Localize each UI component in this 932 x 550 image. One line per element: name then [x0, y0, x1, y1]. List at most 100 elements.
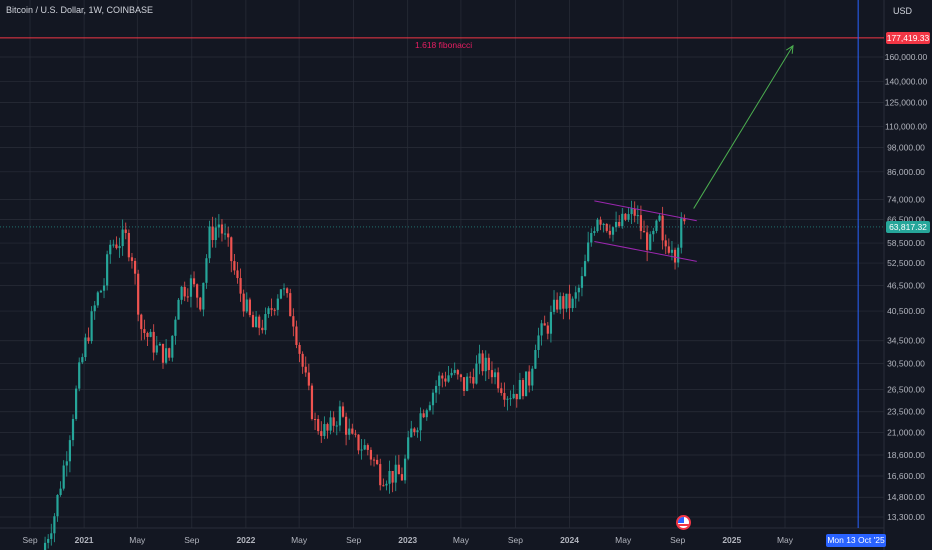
candle-body: [559, 296, 562, 310]
candle-body: [382, 485, 385, 487]
candle-body: [47, 538, 50, 543]
candle-body: [338, 406, 341, 426]
candle-body: [146, 332, 149, 337]
candle-body: [583, 261, 587, 277]
candle-body: [292, 316, 295, 327]
candle-body: [661, 215, 664, 241]
y-tick-label: 125,000.00: [885, 98, 928, 108]
candle-body: [326, 424, 329, 431]
y-tick-label: 40,500.00: [887, 306, 925, 316]
candle-body: [627, 214, 630, 220]
candle-body: [363, 445, 366, 450]
candle-body: [577, 287, 580, 293]
candle-body: [431, 392, 435, 406]
candle-body: [602, 223, 605, 225]
y-tick-label: 58,500.00: [887, 238, 925, 248]
candle-body: [133, 260, 137, 274]
candle-body: [376, 459, 379, 465]
y-tick-label: 74,000.00: [887, 195, 925, 205]
x-tick-label: Sep: [508, 535, 523, 545]
candle-body: [537, 335, 540, 350]
candle-body: [149, 331, 152, 337]
candle-body: [295, 326, 298, 345]
candle-body: [475, 363, 478, 384]
candle-body: [664, 240, 667, 247]
candle-body: [478, 353, 481, 364]
y-tick-label: 26,500.00: [887, 385, 925, 395]
candle-body: [93, 305, 96, 312]
candle-body: [140, 314, 143, 330]
candle-body: [410, 428, 413, 438]
candle-body: [171, 335, 174, 358]
candle-body: [556, 299, 559, 310]
candle-body: [118, 246, 121, 249]
candle-body: [230, 237, 233, 262]
y-tick-label: 110,000.00: [885, 121, 927, 131]
candle-body: [199, 297, 202, 310]
candle-body: [351, 428, 354, 434]
candle-body: [487, 357, 490, 371]
candle-body: [205, 258, 208, 283]
candle-body: [348, 428, 351, 435]
candle-body: [90, 311, 93, 342]
candle-body: [168, 348, 171, 358]
candle-body: [165, 348, 168, 363]
candle-body: [189, 278, 193, 297]
candle-body: [323, 424, 326, 436]
candle-body: [71, 418, 75, 441]
candle-body: [568, 293, 571, 309]
y-tick-label: 52,500.00: [887, 258, 925, 268]
candle-body: [683, 218, 686, 222]
candle-body: [680, 218, 683, 248]
candle-body: [531, 368, 534, 386]
candle-body: [658, 215, 661, 221]
candle-body: [621, 213, 624, 227]
candle-body: [192, 278, 196, 285]
candle-body: [506, 398, 509, 400]
candle-body: [630, 208, 633, 215]
candle-body: [65, 461, 68, 466]
currency-label[interactable]: USD: [893, 6, 913, 16]
candle-body: [434, 385, 438, 393]
candle-body: [655, 220, 658, 231]
candle-body: [422, 413, 425, 418]
candle-body: [248, 299, 251, 316]
candle-body: [652, 230, 655, 235]
y-tick-label: 23,500.00: [887, 407, 925, 417]
candle-body: [96, 292, 99, 306]
candle-body: [574, 292, 577, 299]
candle-body: [220, 224, 224, 234]
candle-body: [670, 249, 674, 253]
candle-body: [400, 474, 404, 481]
candle-body: [56, 494, 59, 517]
candle-body: [614, 221, 618, 228]
candle-body: [286, 288, 289, 294]
candle-body: [344, 416, 348, 435]
candle-body: [428, 405, 431, 411]
y-tick-label: 46,500.00: [887, 281, 925, 291]
candle-body: [282, 288, 286, 290]
projection-arrow-line: [693, 45, 794, 209]
candle-body: [571, 298, 574, 309]
candle-body: [301, 353, 304, 367]
candle-body: [413, 428, 416, 433]
candle-body: [62, 465, 65, 489]
x-tick-label: 2023: [398, 535, 417, 545]
us-flag-icon[interactable]: [676, 515, 691, 530]
candle-body: [53, 516, 56, 534]
candle-body: [580, 276, 584, 288]
candle-body: [521, 380, 525, 397]
x-tick-label: May: [777, 535, 794, 545]
channel-lower-line: [594, 241, 697, 262]
x-tick-label: 2021: [75, 535, 94, 545]
candle-body: [677, 247, 680, 263]
candle-body: [177, 299, 180, 320]
candle-body: [419, 413, 422, 431]
candle-body: [456, 370, 459, 375]
y-tick-label: 16,600.00: [887, 471, 925, 481]
candle-body: [466, 376, 469, 391]
fib-price-tag: 177,419.33: [886, 31, 930, 44]
candle-body: [438, 375, 441, 386]
